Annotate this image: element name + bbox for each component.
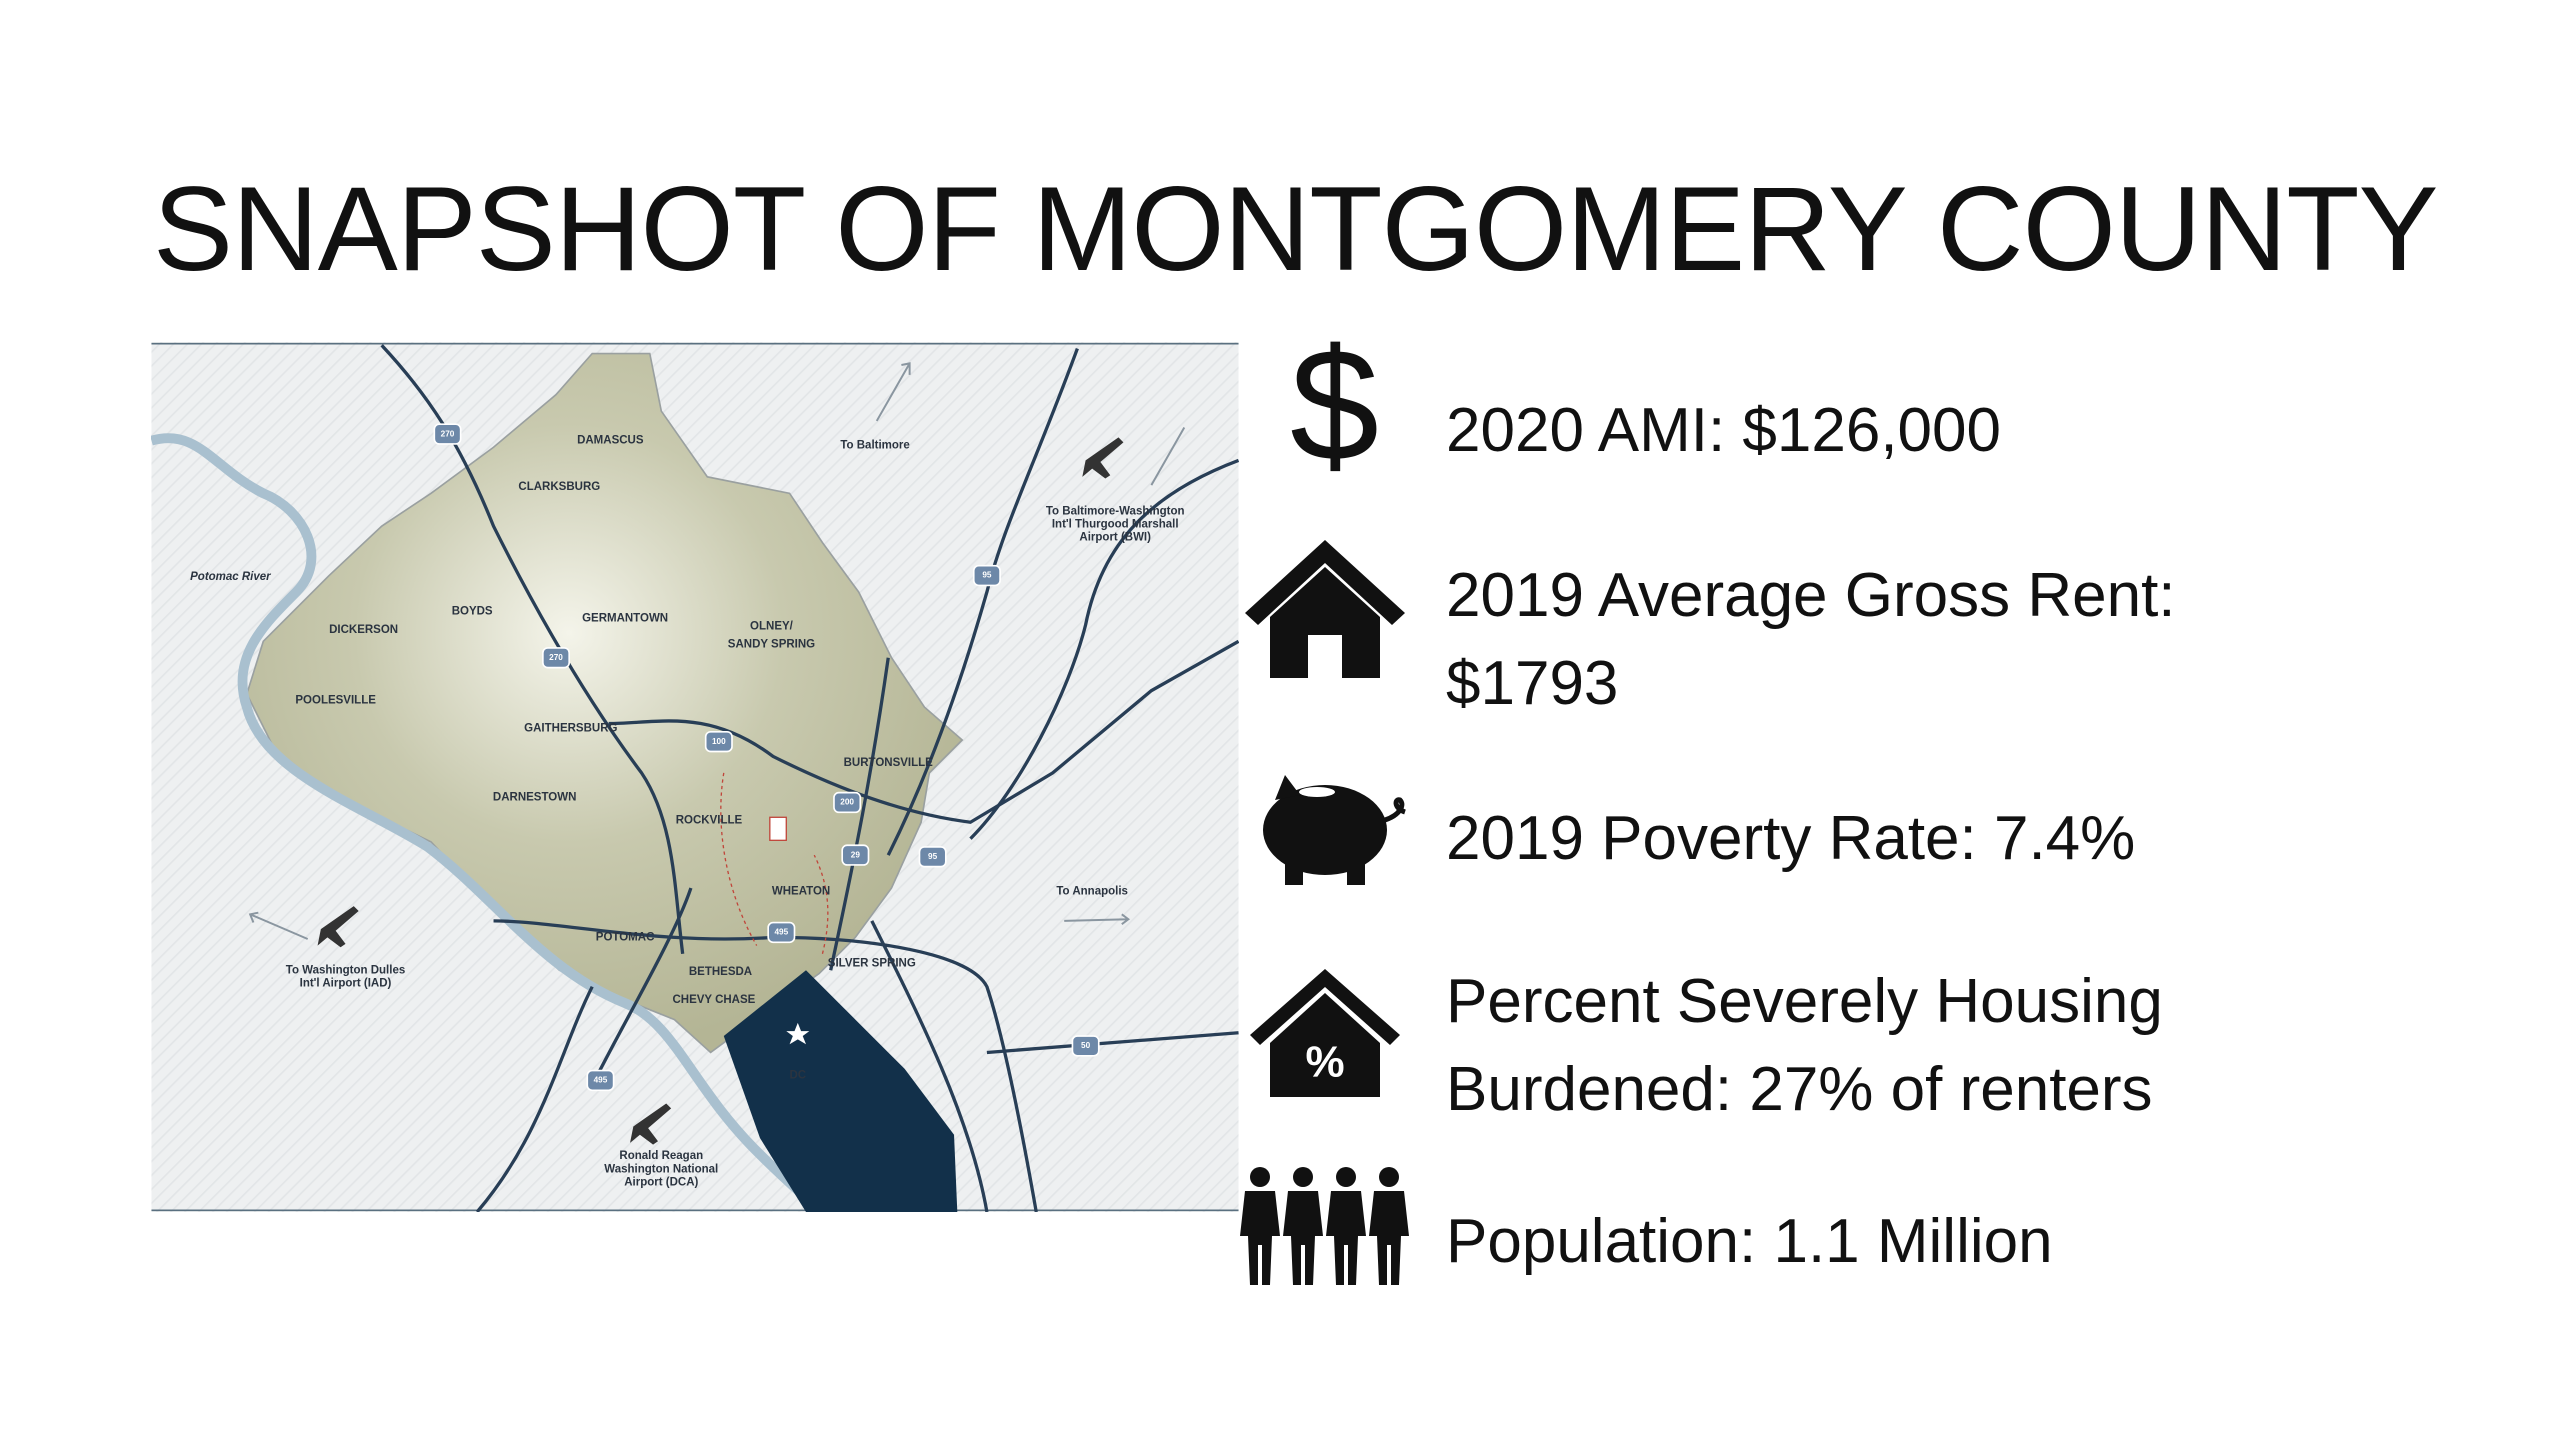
map: DAMASCUS CLARKSBURG To Baltimore To Baltimo… (151, 342, 1239, 1212)
map-label: SILVER SPRING (828, 958, 916, 970)
population-icon (1240, 1167, 1409, 1285)
map-label: To Annapolis (1056, 885, 1128, 897)
title: SNAPSHOT OF MONTGOMERY COUNTY (153, 162, 2439, 296)
map-label: To Baltimore-Washington (1046, 505, 1185, 517)
highway-shield (542, 647, 571, 669)
svg-text:%: % (1305, 1038, 1344, 1087)
map-label: Airport (DCA) (624, 1176, 698, 1188)
map-label: POOLESVILLE (295, 695, 376, 707)
map-label: DC (789, 1070, 806, 1082)
highway-number: 50 (1081, 1041, 1091, 1050)
highway-number: 270 (549, 653, 563, 662)
dollar-icon: $ (1290, 315, 1379, 494)
map-label: To Baltimore (840, 440, 909, 452)
map-label: Potomac River (190, 571, 271, 583)
piggy-bank-icon (1263, 775, 1406, 885)
map-label: WHEATON (772, 885, 830, 897)
map-label: Int'l Airport (IAD) (300, 977, 392, 989)
map-label: POTOMAC (596, 931, 655, 943)
map-label: DAMASCUS (577, 435, 644, 447)
map-label: Ronald Reagan (619, 1150, 703, 1162)
map-label: CLARKSBURG (518, 481, 600, 493)
highway-shield (1071, 1035, 1100, 1057)
highway-shield (841, 844, 870, 866)
highway-shield (704, 730, 733, 753)
map-label: ROCKVILLE (676, 815, 743, 827)
highway-number: 29 (851, 850, 861, 859)
map-label: Airport (BWI) (1079, 532, 1151, 544)
highway-shield (918, 846, 947, 868)
highway-number: 200 (840, 798, 854, 807)
stat-ami: 2020 AMI: $126,000 (1446, 396, 2002, 465)
map-label: GAITHERSBURG (524, 723, 617, 735)
map-label: DARNESTOWN (493, 792, 576, 804)
map-label: OLNEY/ (750, 621, 794, 633)
highway-number: 270 (441, 429, 455, 438)
highway-shield (833, 791, 862, 814)
housing-burden-icon: % (1250, 969, 1400, 1097)
map-label: To Washington Dulles (286, 964, 405, 976)
highway-number: 495 (774, 928, 788, 937)
stat-population: Population: 1.1 Million (1446, 1207, 2053, 1276)
map-label: BURTONSVILLE (844, 757, 934, 769)
map-label: Washington National (604, 1163, 718, 1175)
map-label: BETHESDA (689, 966, 752, 978)
map-label: DICKERSON (329, 624, 398, 636)
map-label: Int'l Thurgood Marshall (1052, 519, 1179, 531)
highway-shield (972, 564, 1001, 587)
map-label: GERMANTOWN (582, 612, 668, 624)
highway-shield (433, 423, 462, 445)
stat-housing-burden: Percent Severely Housing Burdened: 27% o… (1446, 967, 2163, 1124)
highway-shield (767, 921, 796, 944)
highway-number: 495 (594, 1076, 608, 1085)
highway-number: 95 (982, 571, 992, 580)
map-label: SANDY SPRING (728, 639, 815, 651)
house-icon (1245, 540, 1405, 678)
highway-shield (586, 1069, 615, 1092)
highway-number: 95 (928, 852, 938, 861)
map-label: CHEVY CHASE (672, 994, 755, 1006)
map-label: BOYDS (452, 606, 493, 618)
highway-number: 100 (712, 737, 726, 746)
stat-rent: 2019 Average Gross Rent: $1793 (1446, 561, 2176, 718)
stat-poverty: 2019 Poverty Rate: 7.4% (1446, 804, 2136, 873)
